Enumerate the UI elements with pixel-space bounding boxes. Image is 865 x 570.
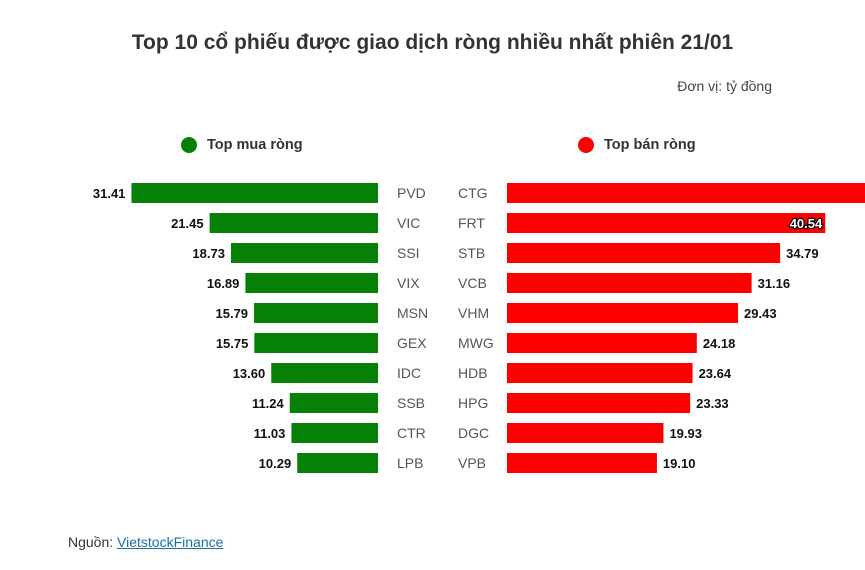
buy-category-label: MSN <box>397 305 428 321</box>
buy-category-label: SSI <box>397 245 420 261</box>
buy-value-label: 21.45 <box>171 216 204 231</box>
chart-title: Top 10 cổ phiếu được giao dịch ròng nhiề… <box>131 31 734 54</box>
legend-buy-marker <box>181 137 197 153</box>
sell-category-label: MWG <box>458 335 494 351</box>
sell-category-label: VCB <box>458 275 487 291</box>
sell-bar <box>507 423 664 443</box>
sell-value-label: 19.10 <box>663 456 696 471</box>
sell-bar <box>507 393 691 413</box>
buy-value-label: 10.29 <box>259 456 292 471</box>
sell-category-label: FRT <box>458 215 485 231</box>
sell-bar <box>507 273 752 293</box>
buy-bar <box>291 423 378 443</box>
buy-bar <box>209 213 378 233</box>
legend-sell: Top bán ròng <box>578 137 696 153</box>
sell-value-label: 19.93 <box>669 426 702 441</box>
buy-bar <box>271 363 378 383</box>
buy-value-label: 11.24 <box>252 396 285 411</box>
sell-bar <box>507 453 657 473</box>
sell-value-label: 34.79 <box>786 246 819 261</box>
unit-label: Đơn vị: tỷ đồng <box>677 78 772 94</box>
sell-category-label: DGC <box>458 425 489 441</box>
buy-value-label: 11.03 <box>254 426 286 441</box>
legend-buy: Top mua ròng <box>181 137 303 153</box>
legend-buy-label: Top mua ròng <box>207 137 303 153</box>
sell-category-label: HPG <box>458 395 488 411</box>
buy-category-label: IDC <box>397 365 421 381</box>
sell-bar <box>507 213 826 233</box>
source-prefix: Nguồn: <box>68 534 118 550</box>
buy-bar <box>254 303 378 323</box>
sell-value-label: 40.54 <box>790 216 823 231</box>
buy-value-label: 15.75 <box>216 336 249 351</box>
buy-bar <box>245 273 378 293</box>
sell-bar <box>507 183 865 203</box>
buy-value-label: 31.41 <box>93 186 126 201</box>
legend-sell-marker <box>578 137 594 153</box>
buy-value-label: 18.73 <box>192 246 225 261</box>
buy-bar <box>289 393 378 413</box>
sell-category-label: CTG <box>458 185 488 201</box>
sell-bar <box>507 333 697 353</box>
buy-category-label: VIC <box>397 215 420 231</box>
buy-category-label: SSB <box>397 395 425 411</box>
source-link[interactable]: VietstockFinance <box>117 534 224 550</box>
source-line: Nguồn: VietstockFinance <box>68 534 223 550</box>
sell-bar <box>507 243 781 263</box>
sell-value-label: 24.18 <box>703 336 736 351</box>
buy-category-label: LPB <box>397 455 423 471</box>
buy-category-label: CTR <box>397 425 426 441</box>
sell-category-label: VPB <box>458 455 486 471</box>
buy-category-label: VIX <box>397 275 420 291</box>
sell-value-label: 23.33 <box>696 396 729 411</box>
buy-bar <box>254 333 378 353</box>
sell-category-label: STB <box>458 245 485 261</box>
buy-value-label: 16.89 <box>207 276 240 291</box>
sell-value-label: 31.16 <box>758 276 791 291</box>
legend-sell-label: Top bán ròng <box>604 137 696 153</box>
sell-bar <box>507 363 693 383</box>
buy-value-label: 15.79 <box>216 306 249 321</box>
buy-value-label: 13.60 <box>233 366 266 381</box>
sell-bar <box>507 303 739 323</box>
buy-category-label: PVD <box>397 185 426 201</box>
buy-bar <box>131 183 378 203</box>
sell-value-label: 23.64 <box>699 366 732 381</box>
sell-value-label: 29.43 <box>744 306 777 321</box>
buy-bar <box>230 243 378 263</box>
buy-category-label: GEX <box>397 335 427 351</box>
buy-bar <box>297 453 378 473</box>
sell-category-label: HDB <box>458 365 488 381</box>
sell-category-label: VHM <box>458 305 489 321</box>
